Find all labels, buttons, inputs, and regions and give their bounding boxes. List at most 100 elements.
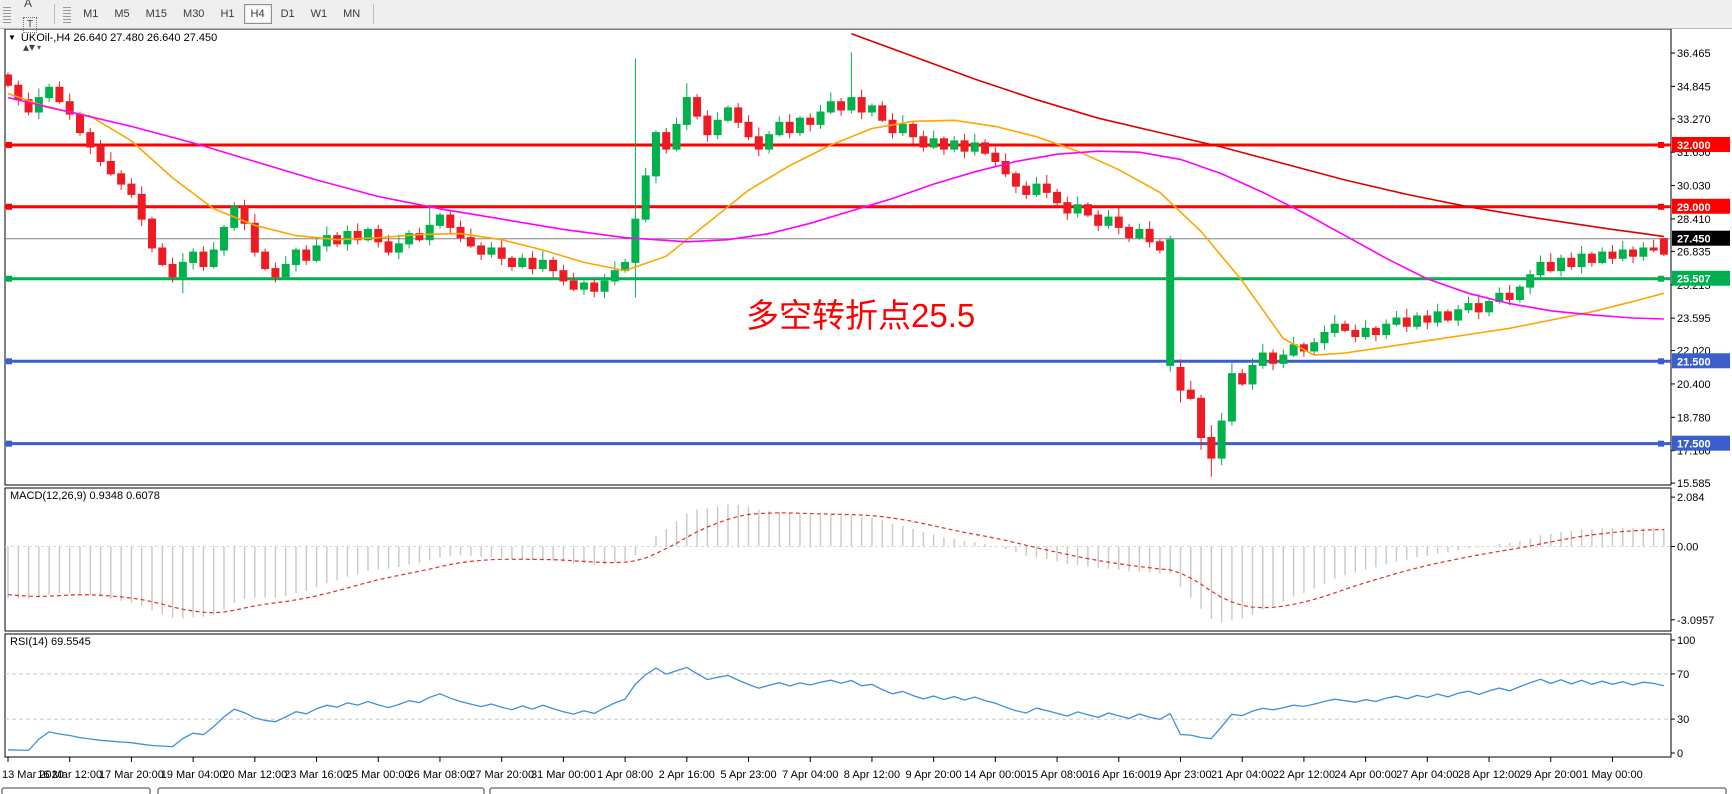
timeframe-d1-button[interactable]: D1 xyxy=(274,4,302,24)
svg-text:8 Apr 12:00: 8 Apr 12:00 xyxy=(844,769,900,781)
svg-text:70: 70 xyxy=(1677,669,1689,681)
hline-handle[interactable] xyxy=(1658,203,1664,210)
timeframe-h4-button[interactable]: H4 xyxy=(243,4,272,24)
svg-text:15.585: 15.585 xyxy=(1677,478,1711,490)
chart-window-tab[interactable] xyxy=(489,787,1727,794)
rsi-axis[interactable]: 100 70 30 0 xyxy=(1671,635,1695,760)
timeframe-h1-button[interactable]: H1 xyxy=(213,4,241,24)
svg-text:26.835: 26.835 xyxy=(1677,246,1711,258)
chart-symbol-title[interactable]: ▼ UKOil-,H4 26.640 27.480 26.640 27.450 xyxy=(8,32,217,44)
svg-text:36.465: 36.465 xyxy=(1677,48,1711,60)
svg-text:17 Mar 20:00: 17 Mar 20:00 xyxy=(99,769,164,781)
fast-ma-line xyxy=(7,92,1665,356)
dropdown-caret-icon: ▾ xyxy=(37,42,42,52)
svg-text:1 Apr 08:00: 1 Apr 08:00 xyxy=(597,769,653,781)
hline-handle[interactable] xyxy=(1658,358,1664,365)
svg-text:32.000: 32.000 xyxy=(1677,140,1711,152)
svg-text:2.084: 2.084 xyxy=(1677,492,1705,504)
svg-text:9 Apr 20:00: 9 Apr 20:00 xyxy=(906,769,962,781)
svg-text:5 Apr 23:00: 5 Apr 23:00 xyxy=(720,769,776,781)
svg-text:27 Apr 04:00: 27 Apr 04:00 xyxy=(1396,769,1458,781)
svg-text:34.845: 34.845 xyxy=(1677,81,1711,93)
hline-handle[interactable] xyxy=(1658,275,1664,282)
mid-ma-line xyxy=(7,96,1664,320)
chart-window-tab[interactable] xyxy=(157,787,485,794)
toolbar-drag-handle[interactable] xyxy=(63,5,72,23)
arrow-objects-tool-icon: ▴▾ xyxy=(23,40,36,54)
svg-text:30: 30 xyxy=(1677,714,1689,726)
svg-text:29.000: 29.000 xyxy=(1677,202,1711,214)
hline-handle[interactable] xyxy=(6,358,12,365)
timeframe-m5-button[interactable]: M5 xyxy=(107,4,136,24)
price-axis[interactable]: 36.46534.84533.27031.65030.03028.41026.8… xyxy=(1671,48,1730,490)
rsi-panel[interactable] xyxy=(4,633,1672,758)
timeframe-mn-button[interactable]: MN xyxy=(336,4,367,24)
main-price-panel[interactable] xyxy=(4,28,1672,486)
price-badge-27.450 xyxy=(1672,230,1730,246)
price-badge-29.000 xyxy=(1672,198,1730,214)
svg-text:23.595: 23.595 xyxy=(1677,313,1711,325)
svg-text:1 May 00:00: 1 May 00:00 xyxy=(1582,769,1643,781)
timeframe-m15-button[interactable]: M15 xyxy=(139,4,174,24)
chart-text-annotation[interactable]: 多空转折点25.5 xyxy=(746,297,976,334)
rsi-indicator-label: RSI(14) 69.5545 xyxy=(10,636,91,648)
macd-axis[interactable]: 2.084 0.00 -3.0957 xyxy=(1671,492,1714,627)
timeframe-m1-button[interactable]: M1 xyxy=(76,4,105,24)
macd-panel[interactable] xyxy=(4,487,1672,632)
text-box-tool-icon: T xyxy=(23,17,38,33)
text-box-tool[interactable]: T xyxy=(16,14,44,36)
price-badge-25.507 xyxy=(1672,270,1730,286)
hline-handle[interactable] xyxy=(6,275,12,282)
level-lines-layer xyxy=(5,141,1671,447)
svg-text:0.00: 0.00 xyxy=(1677,541,1698,553)
text-label-tool[interactable]: A xyxy=(16,0,40,14)
svg-text:25 Mar 00:00: 25 Mar 00:00 xyxy=(346,769,411,781)
macd-signal-line xyxy=(7,512,1664,614)
svg-text:21.500: 21.500 xyxy=(1677,356,1711,368)
svg-text:28 Apr 12:00: 28 Apr 12:00 xyxy=(1458,769,1520,781)
price-badge-21.500 xyxy=(1672,353,1730,369)
svg-text:21 Apr 04:00: 21 Apr 04:00 xyxy=(1211,769,1273,781)
svg-text:19 Mar 04:00: 19 Mar 04:00 xyxy=(161,769,226,781)
drawing-tools-group: FAT▴▾▾ xyxy=(15,0,49,58)
chart-dropdown-icon[interactable]: ▼ xyxy=(8,33,16,42)
svg-text:26 Mar 08:00: 26 Mar 08:00 xyxy=(408,769,473,781)
svg-text:28.410: 28.410 xyxy=(1677,214,1711,226)
hline-handle[interactable] xyxy=(6,141,12,148)
macd-histogram xyxy=(7,504,1665,623)
arrow-objects-tool[interactable]: ▴▾ ▾ xyxy=(16,36,48,58)
ohlc-quote-text: UKOil-,H4 26.640 27.480 26.640 27.450 xyxy=(20,32,218,44)
svg-text:25.507: 25.507 xyxy=(1677,274,1711,286)
toolbar-drag-handle[interactable] xyxy=(3,5,11,23)
svg-text:14 Apr 00:00: 14 Apr 00:00 xyxy=(964,769,1026,781)
chart-window-tab[interactable] xyxy=(1,787,151,794)
svg-text:18.780: 18.780 xyxy=(1677,412,1711,424)
hline-handle[interactable] xyxy=(6,440,12,447)
slow-ma-line xyxy=(851,32,1665,238)
timeframe-m30-button[interactable]: M30 xyxy=(176,4,211,24)
svg-text:17.500: 17.500 xyxy=(1677,439,1711,451)
svg-text:24 Apr 00:00: 24 Apr 00:00 xyxy=(1334,769,1396,781)
svg-text:7 Apr 04:00: 7 Apr 04:00 xyxy=(782,769,838,781)
toolbar-separator xyxy=(373,4,375,24)
macd-indicator-label: MACD(12,26,9) 0.9348 0.6078 xyxy=(10,490,160,502)
svg-text:16 Apr 16:00: 16 Apr 16:00 xyxy=(1088,769,1150,781)
svg-text:29 Apr 20:00: 29 Apr 20:00 xyxy=(1520,769,1582,781)
svg-text:15 Apr 08:00: 15 Apr 08:00 xyxy=(1026,769,1088,781)
hline-handle[interactable] xyxy=(1658,141,1664,148)
svg-text:27 Mar 20:00: 27 Mar 20:00 xyxy=(469,769,534,781)
toolbar-separator xyxy=(54,4,56,24)
svg-text:31 Mar 00:00: 31 Mar 00:00 xyxy=(531,769,596,781)
timeframe-w1-button[interactable]: W1 xyxy=(304,4,335,24)
svg-text:-3.0957: -3.0957 xyxy=(1677,615,1714,627)
svg-text:20.400: 20.400 xyxy=(1677,379,1711,391)
svg-text:30.030: 30.030 xyxy=(1677,181,1711,193)
svg-text:13 Mar 2020: 13 Mar 2020 xyxy=(2,769,64,781)
hline-handle[interactable] xyxy=(1658,440,1664,447)
svg-text:100: 100 xyxy=(1677,635,1695,647)
hline-handle[interactable] xyxy=(6,203,12,210)
